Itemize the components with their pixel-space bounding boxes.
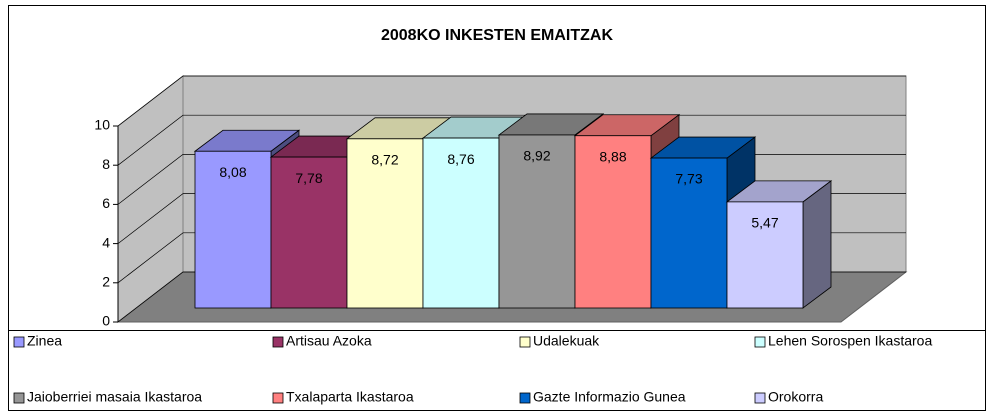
bar (498, 134, 576, 309)
legend-swatch (754, 336, 766, 348)
y-tick-label: 6 (102, 195, 110, 211)
data-label: 8,08 (219, 164, 246, 180)
legend-label: Lehen Sorospen Ikastaroa (768, 333, 932, 349)
y-tick-label: 10 (94, 117, 110, 133)
legend-label: Artisau Azoka (286, 333, 372, 349)
y-tick-label: 8 (102, 156, 110, 172)
legend-swatch (13, 336, 25, 348)
bar (650, 157, 728, 309)
bar-side (802, 180, 832, 309)
legend-label: Gazte Informazio Gunea (533, 389, 686, 405)
y-tick-label: 2 (102, 274, 110, 290)
bar (574, 135, 652, 309)
bar (346, 138, 424, 309)
legend-swatch (754, 392, 766, 404)
data-label: 8,72 (371, 152, 398, 168)
bar (422, 137, 500, 309)
legend-swatch (519, 392, 531, 404)
legend-box (8, 330, 986, 411)
legend-swatch (272, 392, 284, 404)
data-label: 7,73 (675, 171, 702, 187)
legend-swatch (272, 336, 284, 348)
bar (270, 156, 348, 309)
chart-title: 2008KO INKESTEN EMAITZAK (381, 27, 613, 44)
y-tick-label: 4 (102, 234, 110, 250)
data-label: 7,78 (295, 170, 322, 186)
data-label: 5,47 (751, 215, 778, 231)
bar (194, 150, 272, 309)
legend-label: Jaioberriei masaia Ikastaroa (27, 389, 202, 405)
data-label: 8,88 (599, 148, 626, 164)
grid-line (117, 75, 906, 127)
y-tick-label: 0 (102, 313, 110, 329)
data-label: 8,92 (523, 148, 550, 164)
legend-label: Orokorra (768, 389, 823, 405)
legend-label: Udalekuak (533, 333, 600, 349)
legend-swatch (519, 336, 531, 348)
legend-label: Txalaparta Ikastaroa (286, 389, 414, 405)
data-label: 8,76 (447, 151, 474, 167)
bar (726, 201, 804, 309)
legend-swatch (13, 392, 25, 404)
legend-label: Zinea (27, 333, 62, 349)
